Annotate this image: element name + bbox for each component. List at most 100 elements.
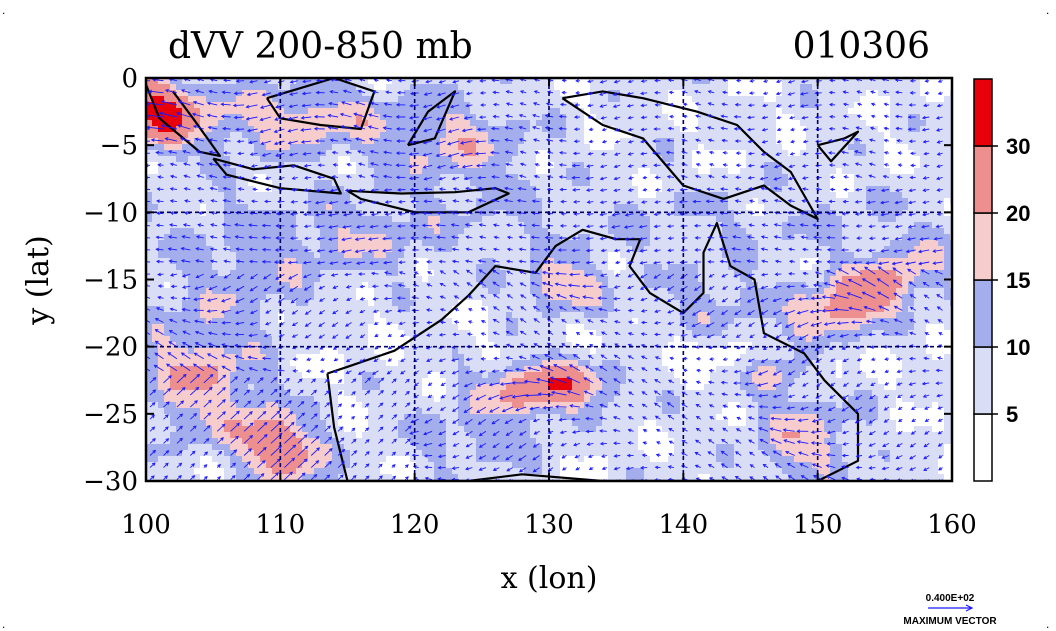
field-cell [296,264,303,271]
field-cell [626,96,633,103]
field-cell [542,270,549,277]
field-cell [764,282,771,289]
field-cell [818,270,825,277]
field-cell [560,276,567,283]
field-cell [170,84,177,91]
field-cell [944,234,951,241]
field-cell [146,144,153,151]
field-cell [860,246,867,253]
field-cell [374,264,381,271]
field-cell [548,168,555,175]
field-cell [812,204,819,211]
field-cell [410,288,417,295]
field-cell [542,132,549,139]
field-cell [362,168,369,175]
field-cell [290,210,297,217]
field-cell [284,234,291,241]
field-cell [692,204,699,211]
field-cell [626,288,633,295]
field-cell [806,78,813,85]
field-cell [866,162,873,169]
field-cell [494,228,501,235]
field-cell [704,168,711,175]
field-cell [590,210,597,217]
field-cell [542,108,549,115]
field-cell [758,114,765,121]
field-cell [284,270,291,277]
field-cell [872,144,879,151]
field-cell [254,168,261,175]
field-cell [668,180,675,187]
field-cell [776,174,783,181]
field-cell [266,288,273,295]
field-cell [776,288,783,295]
field-cell [200,240,207,247]
field-cell [692,276,699,283]
field-cell [344,132,351,139]
field-cell [296,282,303,289]
field-cell [560,156,567,163]
field-cell [614,120,621,127]
field-cell [662,294,669,301]
field-cell [662,198,669,205]
field-cell [248,174,255,181]
field-cell [584,210,591,217]
field-cell [518,78,525,85]
field-cell [386,186,393,193]
field-cell [866,168,873,175]
field-cell [710,216,717,223]
field-cell [596,186,603,193]
field-cell [788,294,795,301]
field-cell [248,150,255,157]
field-cell [776,204,783,211]
field-cell [944,204,951,211]
field-cell [530,216,537,223]
field-cell [752,120,759,127]
field-cell [770,174,777,181]
field-cell [674,288,681,295]
field-cell [584,132,591,139]
field-cell [524,222,531,229]
field-cell [272,144,279,151]
field-cell [554,102,561,109]
field-cell [710,180,717,187]
field-cell [398,240,405,247]
field-cell [920,108,927,115]
field-cell [350,204,357,211]
field-cell [560,144,567,151]
field-cell [746,96,753,103]
field-cell [314,168,321,175]
field-cell [764,192,771,199]
field-cell [818,240,825,247]
field-cell [848,174,855,181]
field-cell [230,150,237,157]
field-cell [770,204,777,211]
field-cell [296,222,303,229]
field-cell [416,264,423,271]
field-cell [644,240,651,247]
field-cell [296,132,303,139]
field-cell [926,156,933,163]
field-cell [260,144,267,151]
field-cell [896,156,903,163]
field-cell [704,264,711,271]
field-cell [752,156,759,163]
field-cell [752,294,759,301]
field-cell [932,222,939,229]
field-cell [632,174,639,181]
field-cell [266,252,273,259]
field-cell [518,144,525,151]
field-cell [686,192,693,199]
field-cell [284,108,291,115]
field-cell [470,90,477,97]
field-cell [416,234,423,241]
field-cell [404,96,411,103]
field-cell [260,270,267,277]
field-cell [698,168,705,175]
field-cell [836,216,843,223]
field-cell [746,288,753,295]
field-cell [476,240,483,247]
field-cell [278,276,285,283]
field-cell [860,258,867,265]
field-cell [800,108,807,115]
